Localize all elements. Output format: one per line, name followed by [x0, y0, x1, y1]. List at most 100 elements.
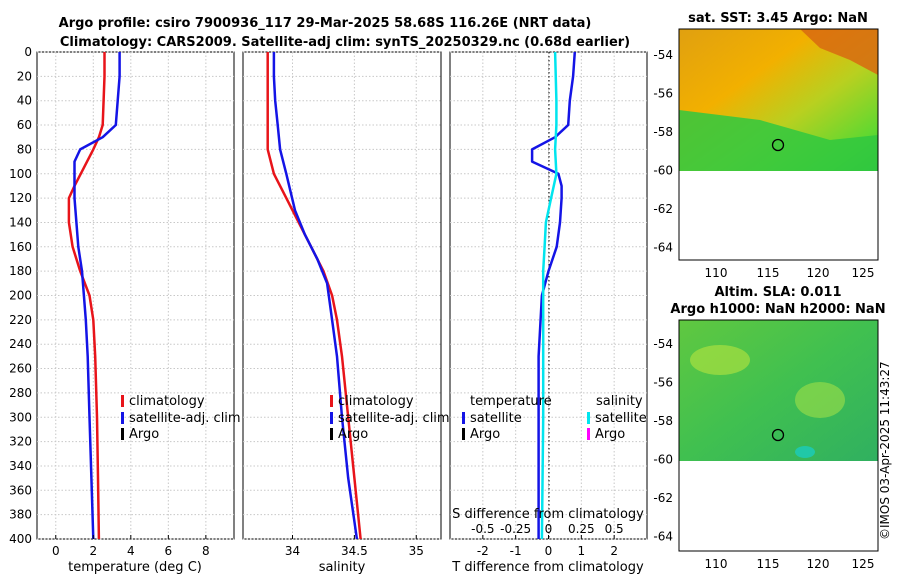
map-y-tick-label: -58	[653, 414, 673, 428]
map-y-tick-label: -56	[653, 87, 673, 101]
legend-swatch-argo	[121, 428, 124, 440]
map-x-tick-label: 110	[705, 266, 728, 280]
figure-title-line1: Argo profile: csiro 7900936_117 29-Mar-2…	[59, 16, 592, 31]
x-tick-label: 8	[202, 544, 210, 558]
legend-swatch-climatology	[330, 395, 333, 407]
s-tick-label: -0.25	[500, 522, 531, 536]
s-tick-label: 0	[545, 522, 553, 536]
legend-argo: Argo	[129, 427, 159, 442]
legend-swatch-satellite	[330, 412, 333, 424]
sla-map-frame	[678, 319, 879, 552]
map-x-tick-label: 120	[807, 266, 830, 280]
y-tick-label: 380	[9, 508, 32, 522]
map-x-tick-label: 110	[705, 557, 728, 571]
legend-sal-satellite: satellite	[595, 411, 647, 426]
series-line-satellite-adj-clim	[73, 52, 121, 540]
map-x-tick-label: 120	[807, 557, 830, 571]
y-tick-label: 240	[9, 337, 32, 351]
series-line-climatology	[67, 52, 106, 540]
salinity-legend: climatology satellite-adj. clim Argo	[330, 394, 450, 442]
sst-cool-patch	[679, 110, 878, 171]
map-y-tick-label: -64	[653, 530, 673, 544]
sst-map-title: sat. SST: 3.45 Argo: NaN	[688, 11, 868, 26]
temperature-legend: climatology satellite-adj. clim Argo	[121, 394, 241, 442]
legend-temp-argo: Argo	[470, 427, 500, 442]
legend-temp-satellite: satellite	[470, 411, 522, 426]
legend-argo: Argo	[338, 427, 368, 442]
sst-map-frame	[678, 28, 879, 261]
temperature-xlabel: temperature (deg C)	[68, 560, 202, 575]
y-tick-label: 20	[17, 69, 32, 83]
sla-map-title-line1: Altim. SLA: 0.011	[715, 285, 842, 300]
sla-patch	[795, 446, 815, 458]
x-tick-label: 2	[610, 544, 618, 558]
y-tick-label: 220	[9, 313, 32, 327]
map-x-tick-label: 115	[757, 557, 780, 571]
difference-legend: temperature satellite Argo salinity sate…	[462, 394, 647, 442]
s-tick-label: 0.25	[568, 522, 595, 536]
y-tick-label: 340	[9, 459, 32, 473]
map-x-tick-label: 125	[852, 266, 875, 280]
y-tick-label: 140	[9, 215, 32, 229]
x-tick-label: 2	[89, 544, 97, 558]
sst-map: sat. SST: 3.45 Argo: NaN -54 -56 -58 -60 -62…	[653, 11, 879, 280]
sst-argo-location-marker	[771, 138, 785, 152]
legend-satellite: satellite-adj. clim	[129, 411, 241, 426]
sla-map-title-line2: Argo h1000: NaN h2000: NaN	[670, 302, 885, 317]
map-y-tick-label: -62	[653, 202, 673, 216]
legend-swatch-argo	[330, 428, 333, 440]
sla-map: Altim. SLA: 0.011 Argo h1000: NaN h2000:…	[653, 285, 885, 571]
legend-temperature-title: temperature	[470, 394, 552, 409]
y-tick-label: 100	[9, 167, 32, 181]
map-y-tick-label: -58	[653, 125, 673, 139]
x-tick-label: 0	[52, 544, 60, 558]
map-y-tick-label: -54	[653, 337, 673, 351]
y-tick-label: 160	[9, 240, 32, 254]
y-tick-label: 180	[9, 264, 32, 278]
legend-swatch-sal-argo	[587, 428, 590, 440]
map-y-tick-label: -60	[653, 453, 673, 467]
salinity-panel: 34 34.5 35 salinity climatology satellite-…	[242, 51, 450, 575]
map-y-tick-label: -64	[653, 241, 673, 255]
x-tick-label: 34	[285, 544, 300, 558]
sla-argo-location-marker	[771, 428, 785, 442]
legend-satellite: satellite-adj. clim	[338, 411, 450, 426]
y-tick-label: 320	[9, 435, 32, 449]
y-tick-label: 120	[9, 191, 32, 205]
map-x-tick-label: 115	[757, 266, 780, 280]
sst-warm-patch	[800, 29, 878, 75]
y-tick-label: 260	[9, 362, 32, 376]
y-tick-label: 360	[9, 483, 32, 497]
map-y-tick-label: -60	[653, 164, 673, 178]
figure-title-line2: Climatology: CARS2009. Satellite-adj cli…	[60, 35, 630, 50]
s-difference-label: S difference from climatology	[452, 507, 644, 522]
x-tick-label: 34.5	[341, 544, 368, 558]
sla-field	[679, 320, 878, 461]
legend-sal-argo: Argo	[595, 427, 625, 442]
x-tick-label: 6	[165, 544, 173, 558]
legend-climatology: climatology	[129, 394, 205, 409]
temperature-panel: 0 20 40 60 80 100 120 140 160 180 200 220 240 260 280 3…	[9, 45, 241, 575]
map-y-tick-label: -56	[653, 376, 673, 390]
legend-swatch-temp-argo	[462, 428, 465, 440]
y-tick-label: 60	[17, 118, 32, 132]
map-y-tick-label: -62	[653, 491, 673, 505]
map-y-tick-label: -54	[653, 48, 673, 62]
y-tick-label: 400	[9, 532, 32, 546]
y-tick-label: 300	[9, 410, 32, 424]
y-tick-label: 80	[17, 142, 32, 156]
y-tick-label: 200	[9, 289, 32, 303]
map-x-tick-label: 125	[852, 557, 875, 571]
x-tick-label: -2	[477, 544, 489, 558]
series-line-satellite-adj-clim	[272, 52, 359, 540]
legend-swatch-sal-satellite	[587, 412, 590, 424]
y-tick-label: 40	[17, 94, 32, 108]
x-tick-label: 35	[409, 544, 424, 558]
difference-panel: -2 -1 0 1 2 -0.5 -0.25 0 0.25 0.5 S difference f…	[449, 51, 648, 575]
y-tick-label: 280	[9, 386, 32, 400]
x-tick-label: -1	[510, 544, 522, 558]
x-tick-label: 4	[127, 544, 135, 558]
legend-swatch-satellite	[121, 412, 124, 424]
s-tick-label: 0.5	[605, 522, 624, 536]
